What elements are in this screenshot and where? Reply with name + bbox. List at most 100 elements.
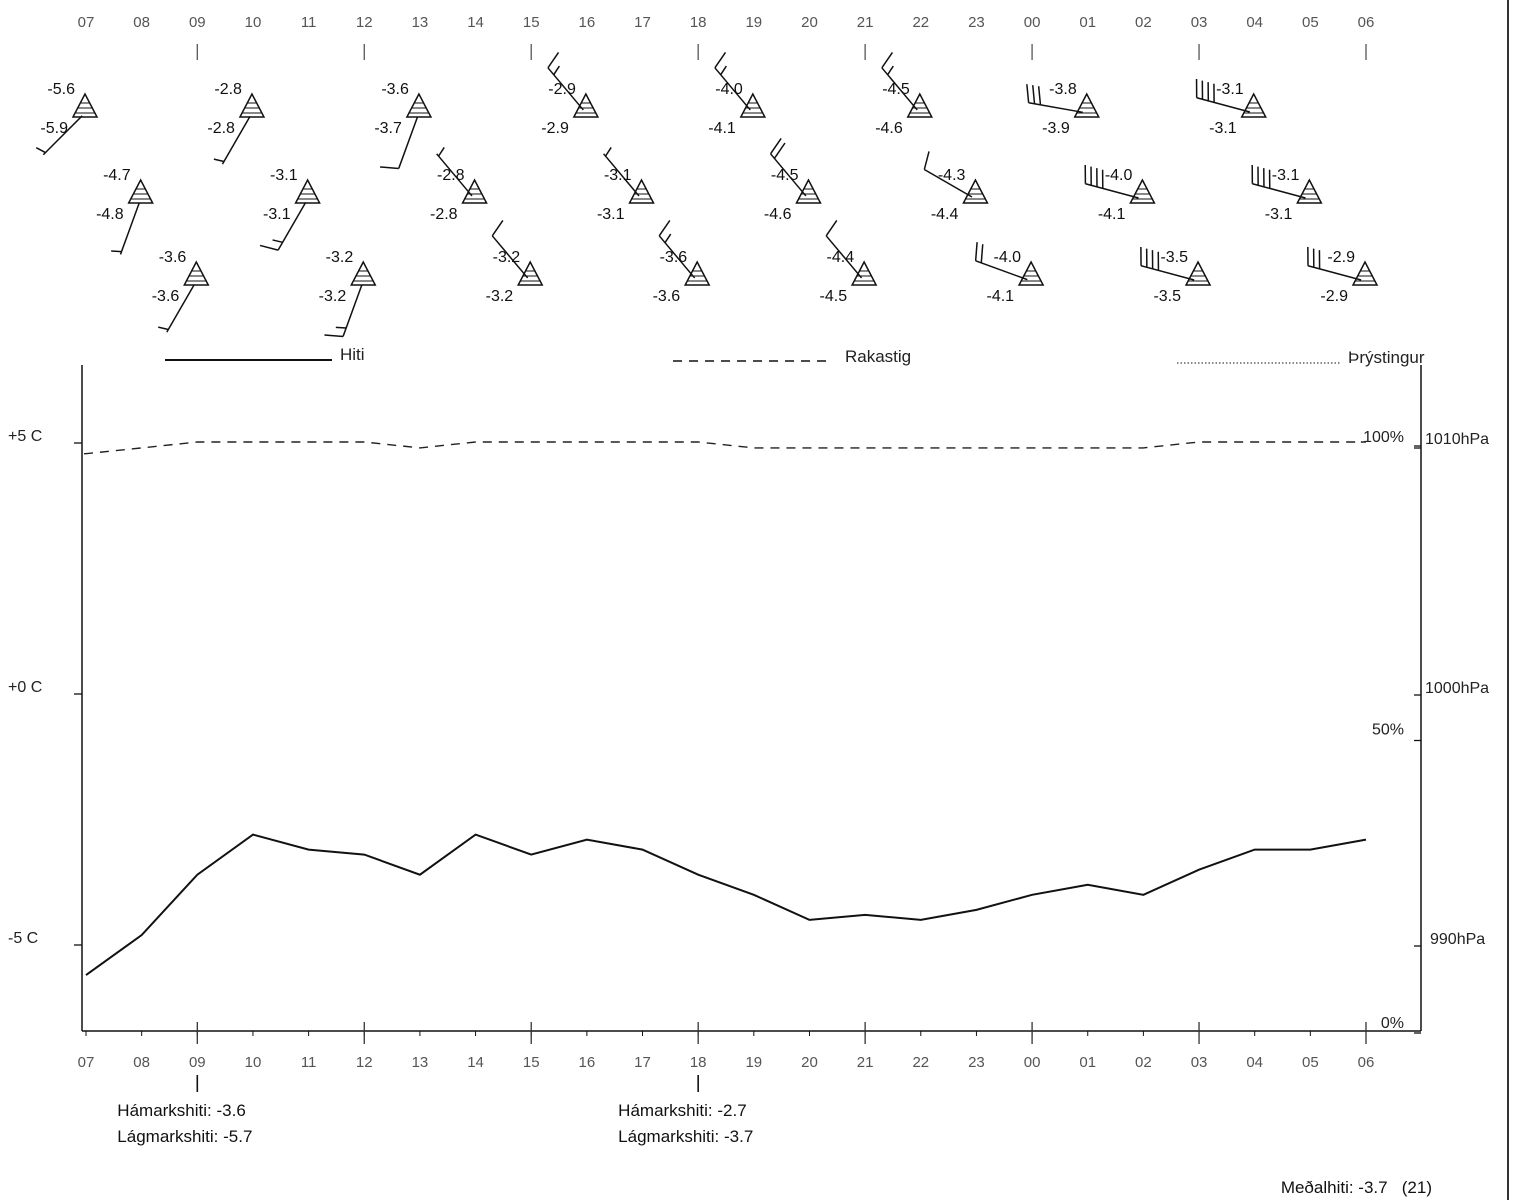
station-model: -5.6 -5.9 (35, 81, 99, 156)
pressure-axis-tick-label: 990hPa (1430, 931, 1485, 948)
station-dew-label: -4.5 (820, 288, 848, 305)
wind-barb-shaft (166, 284, 195, 333)
triangle-symbol-icon (405, 92, 433, 118)
triangle-symbol-icon (461, 178, 488, 204)
station-temp-label: -3.6 (159, 249, 187, 266)
triangle-symbol-icon (962, 178, 989, 204)
station-dew-label: -3.2 (319, 288, 347, 305)
wind-barb-shaft (603, 153, 640, 197)
triangle-symbol-icon (628, 178, 655, 204)
top-hour-label: 01 (1079, 14, 1096, 31)
triangle-symbol-icon (683, 260, 711, 286)
top-hour-label: 20 (801, 14, 818, 31)
bottom-hour-axis: 07 08 09 10 11 12 13 14 15 16 17 18 19 20 21 22 23 00 01 02… (78, 1022, 1374, 1071)
wind-barb-feather (974, 242, 978, 261)
wind-barb-shaft (1028, 102, 1083, 114)
wind-barb-feather (324, 334, 344, 338)
wind-barb-half-feather (213, 158, 225, 163)
station-dew-label: -4.1 (987, 288, 1015, 305)
bottom-hour-label: 19 (745, 1054, 762, 1071)
bottom-hour-label: 04 (1246, 1054, 1263, 1071)
station-dew-label: -4.1 (1098, 206, 1126, 223)
wind-barb-feather (1026, 84, 1030, 103)
station-dew-label: -3.1 (597, 206, 625, 223)
bottom-hour-label: 12 (356, 1054, 373, 1071)
bottom-hour-label: 23 (968, 1054, 985, 1071)
wind-barb-half-feather (35, 147, 46, 154)
wind-barb-feather (773, 142, 786, 159)
bottom-hour-label: 10 (245, 1054, 262, 1071)
top-hour-label: 14 (467, 14, 484, 31)
wind-barb-shaft (923, 168, 973, 198)
station-dew-label: -4.1 (708, 120, 736, 137)
wind-barb-shaft (1252, 183, 1306, 199)
humidity-series-line (84, 441, 1366, 455)
wind-barb-feather (658, 219, 671, 237)
bottom-hour-label: 20 (801, 1054, 818, 1071)
station-temp-label: -4.7 (103, 167, 131, 184)
station-temp-label: -4.0 (1105, 167, 1133, 184)
bottom-hour-label: 09 (189, 1054, 206, 1071)
top-hour-label: 07 (78, 14, 95, 31)
wind-barb-shaft (769, 153, 807, 197)
station-models: -5.6-5.9-4.7-4.8-3.6-3.6-2.8-2.8-3.1-3.1… (35, 51, 1379, 338)
station-temp-label: -3.8 (1049, 81, 1077, 98)
top-hour-label: 11 (301, 14, 317, 31)
bottom-hour-label: 13 (412, 1054, 429, 1071)
wind-barb-shaft (1085, 183, 1139, 199)
wind-barb-shaft (398, 116, 419, 169)
station-model: -3.1 -3.1 (1251, 165, 1323, 223)
top-hour-label: 05 (1302, 14, 1319, 31)
triangle-symbol-icon (238, 92, 266, 118)
wind-barb-shaft (547, 67, 584, 111)
station-model: -3.6 -3.7 (374, 81, 433, 170)
wind-barb-feather (1037, 86, 1042, 105)
station-model: -2.9 -2.9 (1307, 247, 1379, 305)
triangle-symbol-icon (572, 92, 600, 118)
station-temp-label: -3.5 (1160, 249, 1188, 266)
wind-barb-shaft (277, 202, 307, 251)
triangle-symbol-icon (1017, 260, 1045, 286)
top-hour-label: 03 (1191, 14, 1208, 31)
wind-barb-shaft (1307, 265, 1362, 281)
station-dew-label: -4.6 (875, 120, 903, 137)
station-model: -3.8 -3.9 (1026, 81, 1100, 137)
top-hour-label: 16 (579, 14, 596, 31)
station-dew-label: -4.4 (931, 206, 959, 223)
station-dew-label: -2.8 (430, 206, 458, 223)
legend: Hiti Rakastig Þrýstingur (165, 345, 1425, 367)
station-model: -3.1 -3.1 (259, 167, 321, 251)
top-hour-label: 15 (523, 14, 540, 31)
triangle-symbol-icon (516, 260, 544, 286)
bottom-hour-label: 11 (301, 1054, 317, 1071)
station-model: -4.0 -4.1 (974, 242, 1045, 305)
left-axis-tick-label: +0 C (8, 679, 42, 696)
station-dew-label: -2.9 (1320, 288, 1348, 305)
bottom-hour-label: 17 (634, 1054, 651, 1071)
triangle-symbol-icon (183, 260, 210, 286)
bottom-hour-label: 21 (857, 1054, 874, 1071)
wind-barb-feather (923, 151, 930, 170)
bottom-hour-label: 07 (78, 1054, 95, 1071)
station-model: -4.5-4.6 (875, 51, 934, 137)
station-dew-label: -2.8 (207, 120, 235, 137)
wind-barb-shaft (42, 115, 83, 156)
wind-barb-feather (769, 137, 782, 155)
wind-barb-shaft (119, 202, 140, 255)
humidity-axis-tick-label: 0% (1381, 1015, 1404, 1032)
wind-barb-shaft (1196, 97, 1251, 113)
wind-barb-half-feather (887, 65, 894, 76)
station-dew-label: -3.2 (486, 288, 514, 305)
wind-barb-shaft (825, 235, 863, 279)
max-temperature-label: Hámarkshiti: -3.6 (117, 1101, 245, 1120)
station-temp-label: -5.6 (47, 81, 75, 98)
station-dew-label: -3.1 (1265, 206, 1293, 223)
station-model: -2.8 -2.8 (207, 81, 266, 165)
top-hour-label: 17 (634, 14, 651, 31)
min-temperature-label: Lágmarkshiti: -3.7 (618, 1127, 753, 1146)
station-model: -4.0 -4.1 (1084, 165, 1156, 223)
left-axis-tick-label: -5 C (8, 930, 38, 947)
triangle-symbol-icon (350, 260, 377, 286)
top-hour-label: 10 (245, 14, 262, 31)
triangle-symbol-icon (739, 92, 767, 118)
